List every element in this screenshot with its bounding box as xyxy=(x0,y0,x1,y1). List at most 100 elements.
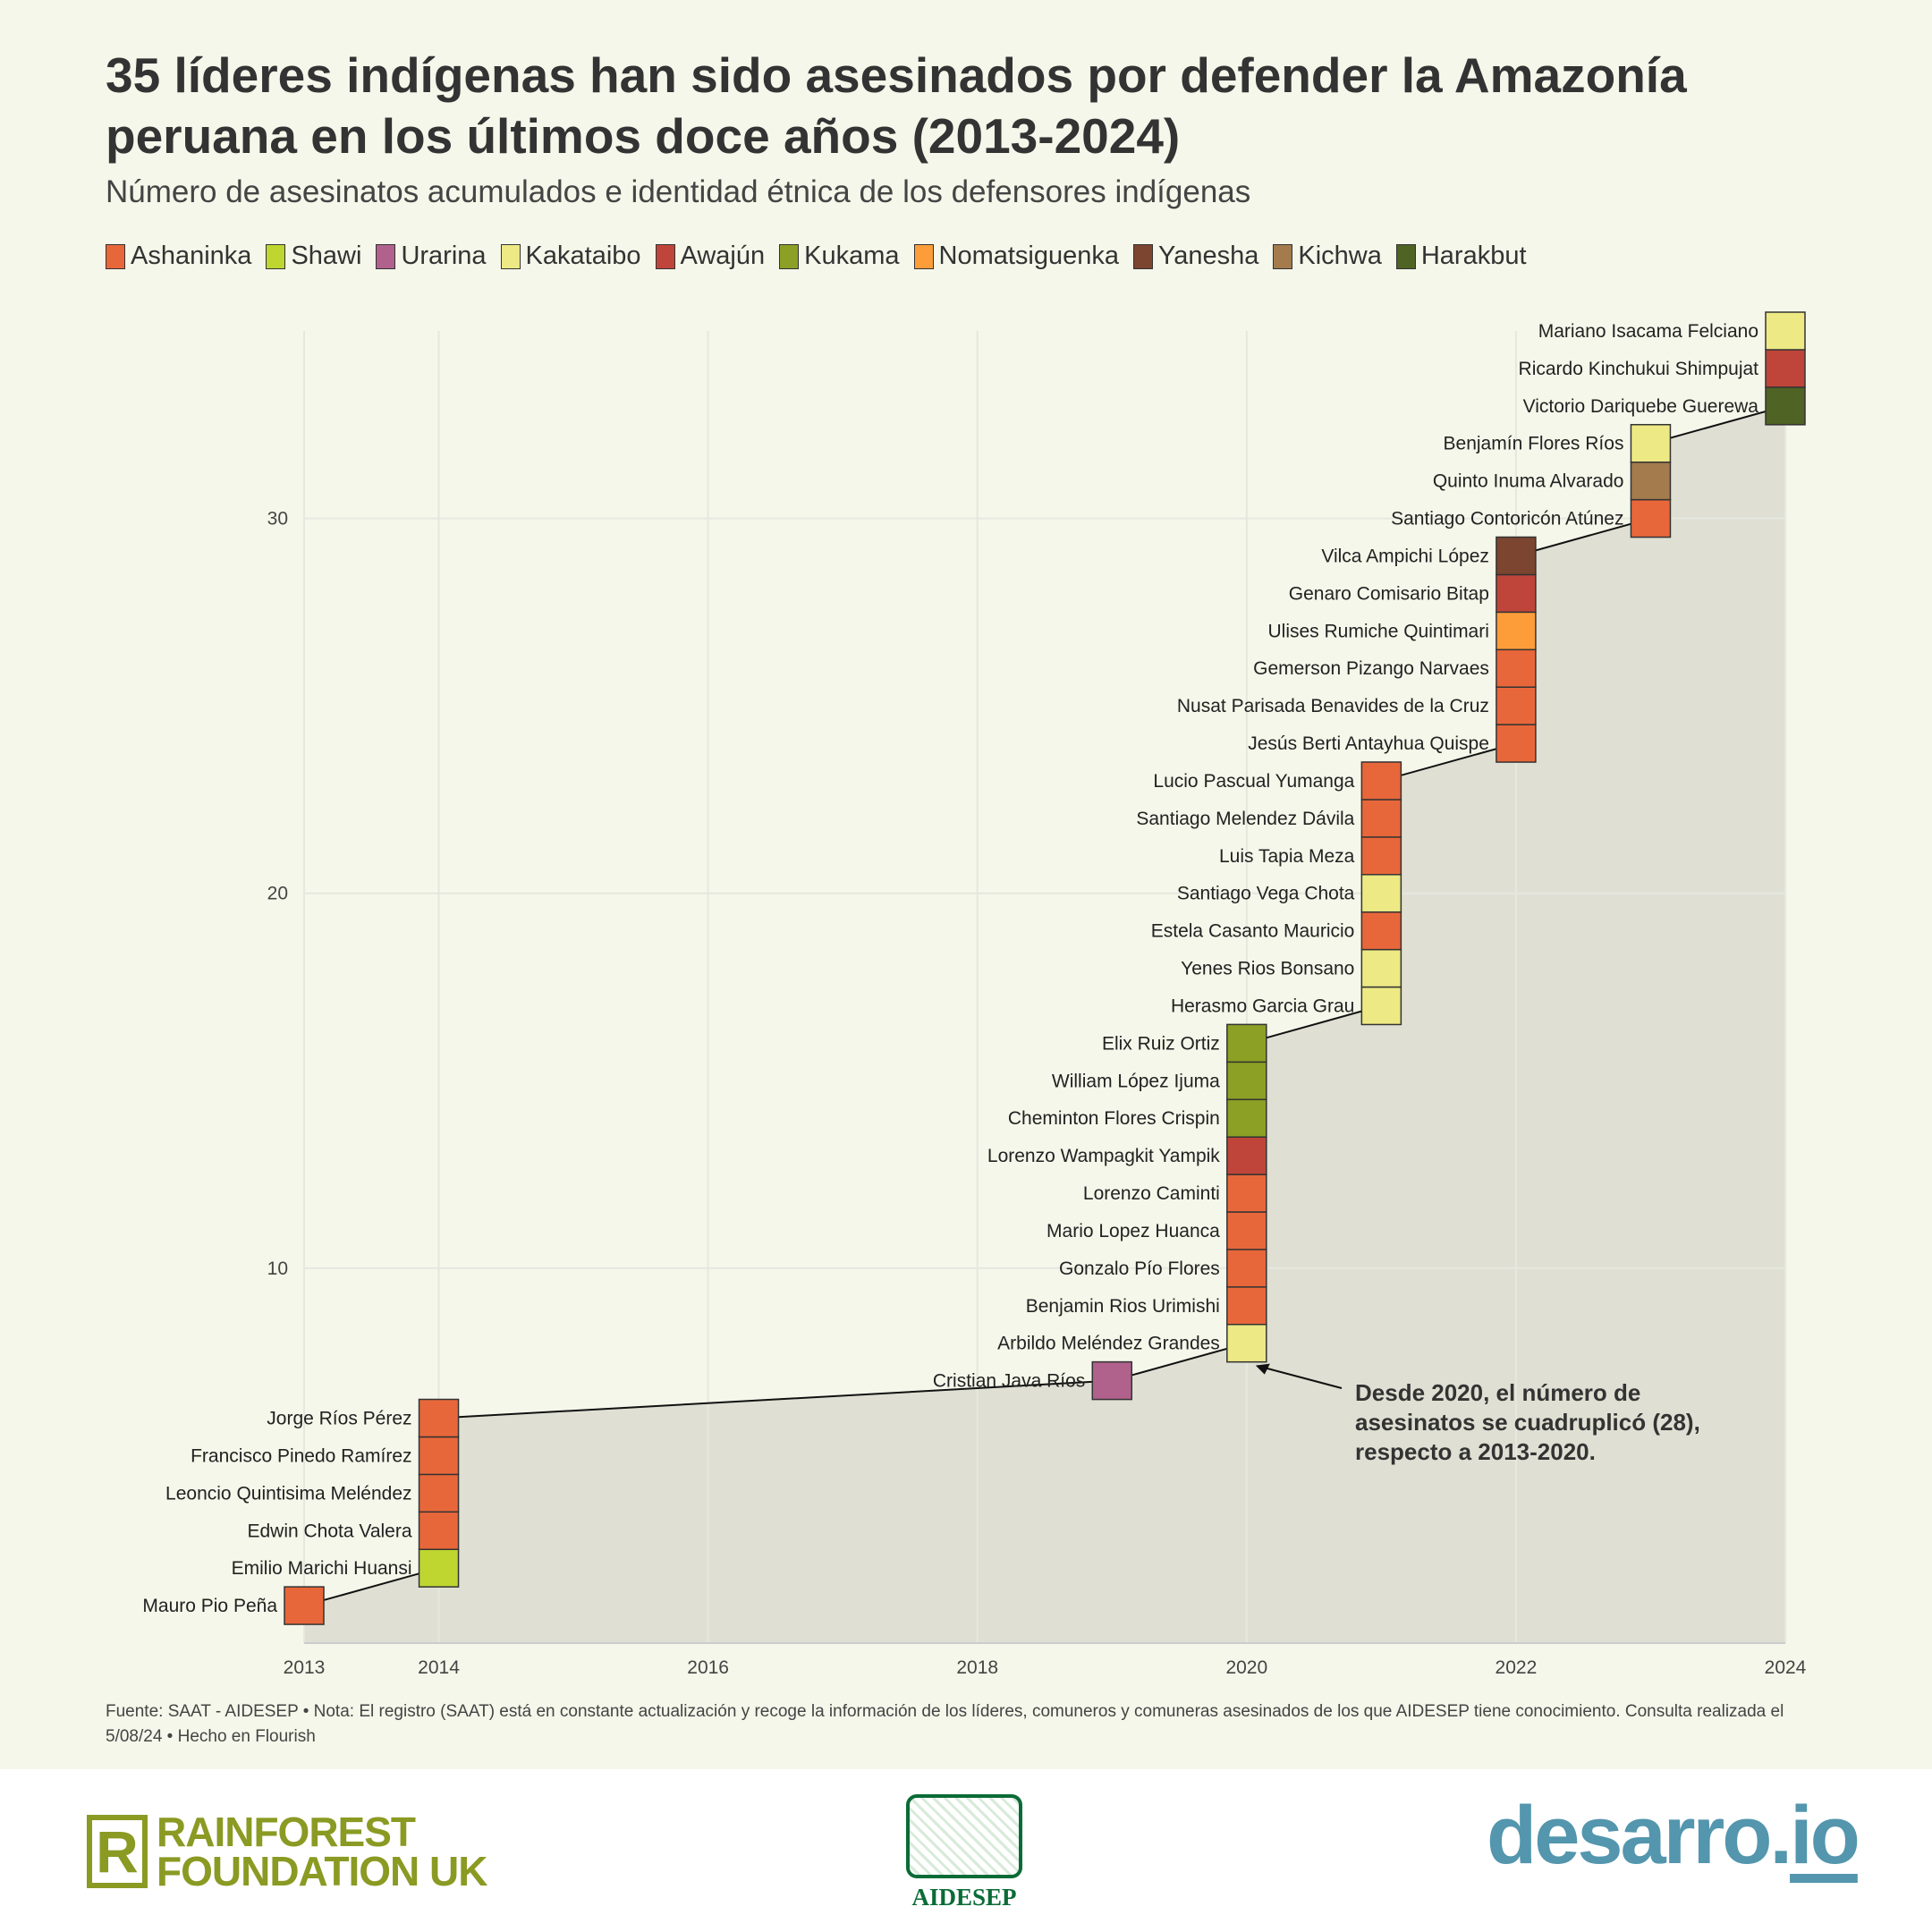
victim-box xyxy=(1226,1174,1267,1213)
x-tick-label: 2024 xyxy=(1765,1657,1807,1678)
victim-label: William López Ijuma xyxy=(1052,1071,1220,1091)
chart-title: 35 líderes indígenas han sido asesinados… xyxy=(106,47,1687,164)
legend-swatch xyxy=(266,243,286,269)
legend-label: Harakbut xyxy=(1420,242,1527,270)
victim-box xyxy=(1226,1286,1267,1326)
rainforest-logo-line1: RAINFOREST xyxy=(157,1809,416,1855)
victim-box xyxy=(1226,1323,1267,1363)
desarro-logo: desarro.io xyxy=(1487,1789,1860,1883)
annotation-text: asesinatos se cuadruplicó (28), xyxy=(1355,1409,1700,1436)
annotation-text: Desde 2020, el número de xyxy=(1355,1379,1640,1406)
legend-label: Kukama xyxy=(804,242,900,270)
victim-box xyxy=(1496,686,1537,725)
victim-label: Emilio Marichi Huansi xyxy=(232,1558,412,1579)
legend-item: Kichwa xyxy=(1273,242,1382,271)
victim-box xyxy=(1496,611,1537,651)
x-tick-label: 2022 xyxy=(1496,1657,1538,1678)
victim-label: Cheminton Flores Crispin xyxy=(1008,1108,1220,1129)
annotation-text: respecto a 2013-2020. xyxy=(1355,1438,1596,1465)
victim-label: Jorge Ríos Pérez xyxy=(267,1409,411,1429)
victim-box xyxy=(1765,311,1806,351)
victim-box xyxy=(1360,799,1402,838)
victim-box xyxy=(1765,349,1806,388)
victim-box xyxy=(418,1511,460,1551)
victim-label: Ulises Rumiche Quintimari xyxy=(1268,621,1489,641)
victim-label: Lucio Pascual Yumanga xyxy=(1153,771,1354,792)
legend-label: Ashaninka xyxy=(131,242,252,270)
desarro-logo-main: desarro. xyxy=(1487,1790,1792,1881)
rainforest-foundation-logo: R RAINFOREST FOUNDATION UK xyxy=(87,1809,487,1894)
victim-label: Lorenzo Wampagkit Yampik xyxy=(987,1146,1220,1166)
aidesep-logo-text: AIDESEP xyxy=(911,1884,1017,1911)
victim-label: Vilca Ampichi López xyxy=(1321,546,1489,566)
cumulative-area xyxy=(304,331,1785,1643)
victim-box xyxy=(1630,498,1672,538)
victim-label: Ricardo Kinchukui Shimpujat xyxy=(1519,359,1759,379)
legend-swatch xyxy=(106,243,125,269)
victim-box xyxy=(1496,648,1537,688)
victim-label: Benjamin Rios Urimishi xyxy=(1026,1296,1220,1317)
rainforest-logo-line2: FOUNDATION UK xyxy=(157,1848,487,1894)
legend: Ashaninka Shawi Urarina Kakataibo Awajún Kuka… xyxy=(106,242,1527,271)
y-tick-label: 30 xyxy=(267,509,288,530)
victim-label: Nusat Parisada Benavides de la Cruz xyxy=(1177,696,1489,716)
y-tick-label: 20 xyxy=(267,884,288,904)
legend-label: Kakataibo xyxy=(525,242,641,270)
victim-box xyxy=(1360,761,1402,801)
victim-label: Yenes Rios Bonsano xyxy=(1181,959,1354,979)
legend-swatch xyxy=(1133,243,1154,269)
victim-label: Jesús Berti Antayhua Quispe xyxy=(1248,733,1489,754)
victim-box xyxy=(418,1548,460,1588)
legend-swatch xyxy=(779,243,800,269)
victim-box xyxy=(1360,836,1402,876)
victim-label: Gonzalo Pío Flores xyxy=(1059,1258,1220,1279)
victim-box xyxy=(1496,724,1537,763)
victim-box xyxy=(1496,573,1537,614)
legend-item: Shawi xyxy=(266,242,361,271)
legend-swatch xyxy=(376,243,396,269)
x-tick-label: 2014 xyxy=(418,1657,460,1678)
victim-box xyxy=(1226,1061,1267,1101)
victim-label: Estela Casanto Mauricio xyxy=(1151,921,1355,942)
victim-label: Arbildo Meléndez Grandes xyxy=(997,1334,1220,1354)
victim-box xyxy=(418,1473,460,1513)
legend-item: Kukama xyxy=(779,242,900,271)
victim-box xyxy=(1360,911,1402,951)
victim-label: Mariano Isacama Felciano xyxy=(1538,321,1758,342)
victim-label: Gemerson Pizango Narvaes xyxy=(1253,658,1489,679)
victim-label: Edwin Chota Valera xyxy=(247,1521,411,1541)
x-tick-label: 2013 xyxy=(284,1657,326,1678)
legend-item: Kakataibo xyxy=(500,242,641,271)
victim-box xyxy=(1765,386,1806,426)
victim-label: Santiago Melendez Dávila xyxy=(1136,809,1354,829)
y-tick-label: 10 xyxy=(267,1258,288,1279)
legend-label: Yanesha xyxy=(1158,242,1259,270)
victim-box xyxy=(1360,986,1402,1026)
legend-label: Nomatsiguenka xyxy=(938,242,1120,270)
victim-label: Herasmo Garcia Grau xyxy=(1171,996,1354,1016)
victim-label: Leoncio Quintisima Meléndez xyxy=(165,1483,411,1504)
victim-box xyxy=(1360,948,1402,988)
victim-label: Mario Lopez Huanca xyxy=(1046,1221,1220,1241)
victim-box xyxy=(1226,1211,1267,1250)
x-tick-label: 2016 xyxy=(687,1657,729,1678)
victim-box xyxy=(1226,1249,1267,1288)
victim-box xyxy=(1360,873,1402,913)
legend-label: Awajún xyxy=(680,242,766,270)
legend-swatch xyxy=(500,243,521,269)
victim-box xyxy=(1091,1360,1133,1401)
victim-label: Elix Ruiz Ortiz xyxy=(1102,1033,1220,1054)
victim-label: Francisco Pinedo Ramírez xyxy=(191,1445,411,1466)
victim-label: Lorenzo Caminti xyxy=(1083,1183,1220,1204)
logo-footer: R RAINFOREST FOUNDATION UK AIDESEP desar… xyxy=(0,1769,1932,1932)
victim-box xyxy=(1226,1023,1267,1063)
victim-box xyxy=(418,1398,460,1438)
victim-label: Victorio Dariquebe Guerewa xyxy=(1523,396,1759,417)
legend-swatch xyxy=(1273,243,1293,269)
victim-label: Benjamín Flores Ríos xyxy=(1444,434,1624,454)
legend-label: Urarina xyxy=(401,242,487,270)
aidesep-logo: AIDESEP xyxy=(906,1794,1022,1911)
victim-box xyxy=(1226,1098,1267,1138)
victim-box xyxy=(1496,536,1537,576)
victim-label: Quinto Inuma Alvarado xyxy=(1433,471,1624,492)
